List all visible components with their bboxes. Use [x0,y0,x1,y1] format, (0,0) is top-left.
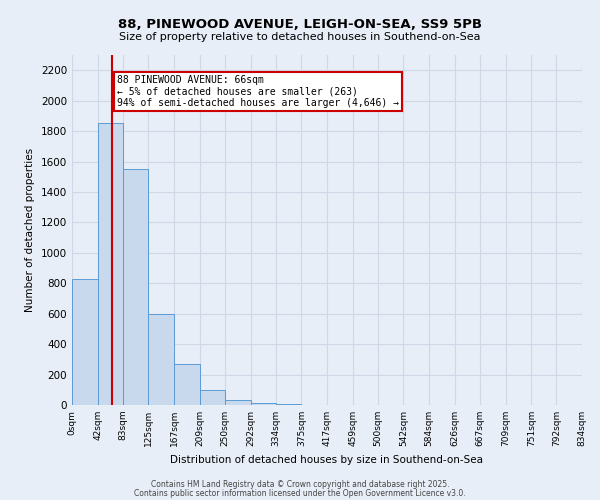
Bar [174,364,200,405]
Bar [98,124,123,405]
Bar [123,169,148,405]
Text: 88, PINEWOOD AVENUE, LEIGH-ON-SEA, SS9 5PB: 88, PINEWOOD AVENUE, LEIGH-ON-SEA, SS9 5… [118,18,482,30]
Y-axis label: Number of detached properties: Number of detached properties [25,148,35,312]
Text: Contains public sector information licensed under the Open Government Licence v3: Contains public sector information licen… [134,488,466,498]
Bar [276,404,301,405]
Bar [200,390,225,405]
Bar [72,278,98,405]
X-axis label: Distribution of detached houses by size in Southend-on-Sea: Distribution of detached houses by size … [170,454,484,464]
Text: 88 PINEWOOD AVENUE: 66sqm
← 5% of detached houses are smaller (263)
94% of semi-: 88 PINEWOOD AVENUE: 66sqm ← 5% of detach… [117,75,399,108]
Text: Contains HM Land Registry data © Crown copyright and database right 2025.: Contains HM Land Registry data © Crown c… [151,480,449,489]
Bar [148,314,174,405]
Bar [251,404,276,405]
Bar [225,400,251,405]
Text: Size of property relative to detached houses in Southend-on-Sea: Size of property relative to detached ho… [119,32,481,42]
